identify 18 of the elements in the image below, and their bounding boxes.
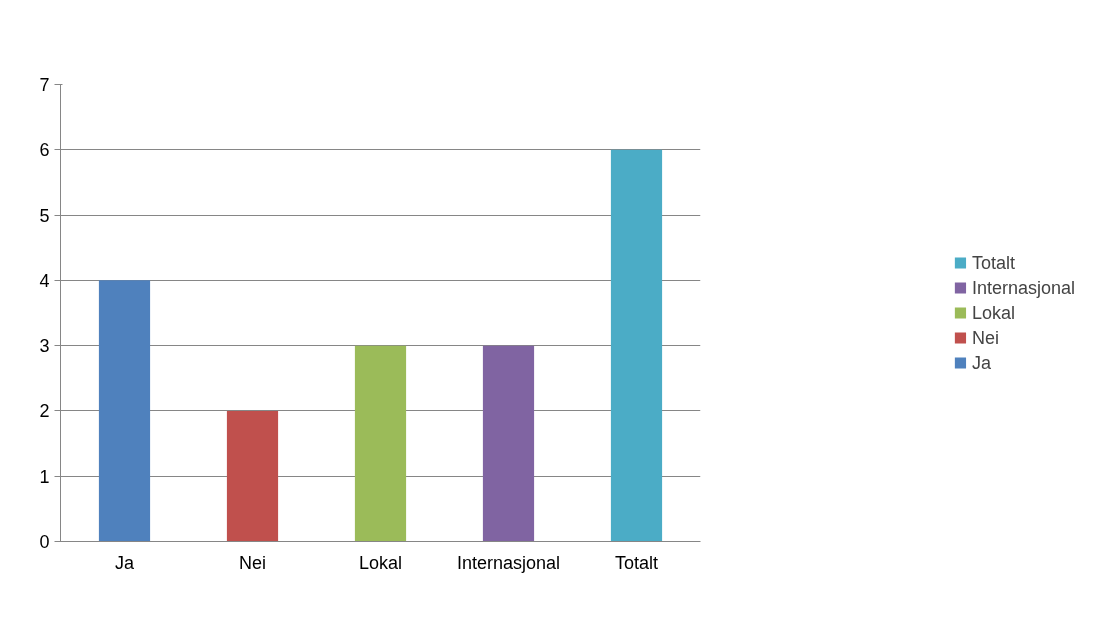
y-tick-label: 3 [39,336,50,357]
y-tick-label: 7 [39,75,50,95]
y-tick-label: 0 [39,532,50,552]
legend-label: Ja [971,352,992,373]
legend-label: Lokal [971,302,1015,323]
x-tick-label: Ja [114,552,135,573]
legend-label: Internasjonal [971,277,1076,298]
x-tick-label: Lokal [358,552,403,573]
x-tick-label: Nei [239,552,267,573]
x-tick-label: Internasjonal [456,552,561,573]
y-tick-label: 2 [39,401,50,422]
y-tick-label: 6 [39,140,50,161]
y-tick-label: 4 [39,270,50,291]
y-tick-label: 1 [39,466,50,487]
legend-label: Nei [971,327,999,348]
legend-label: Totalt [971,252,1015,273]
x-tick-label: Totalt [614,552,659,573]
y-tick-label: 5 [39,205,50,226]
